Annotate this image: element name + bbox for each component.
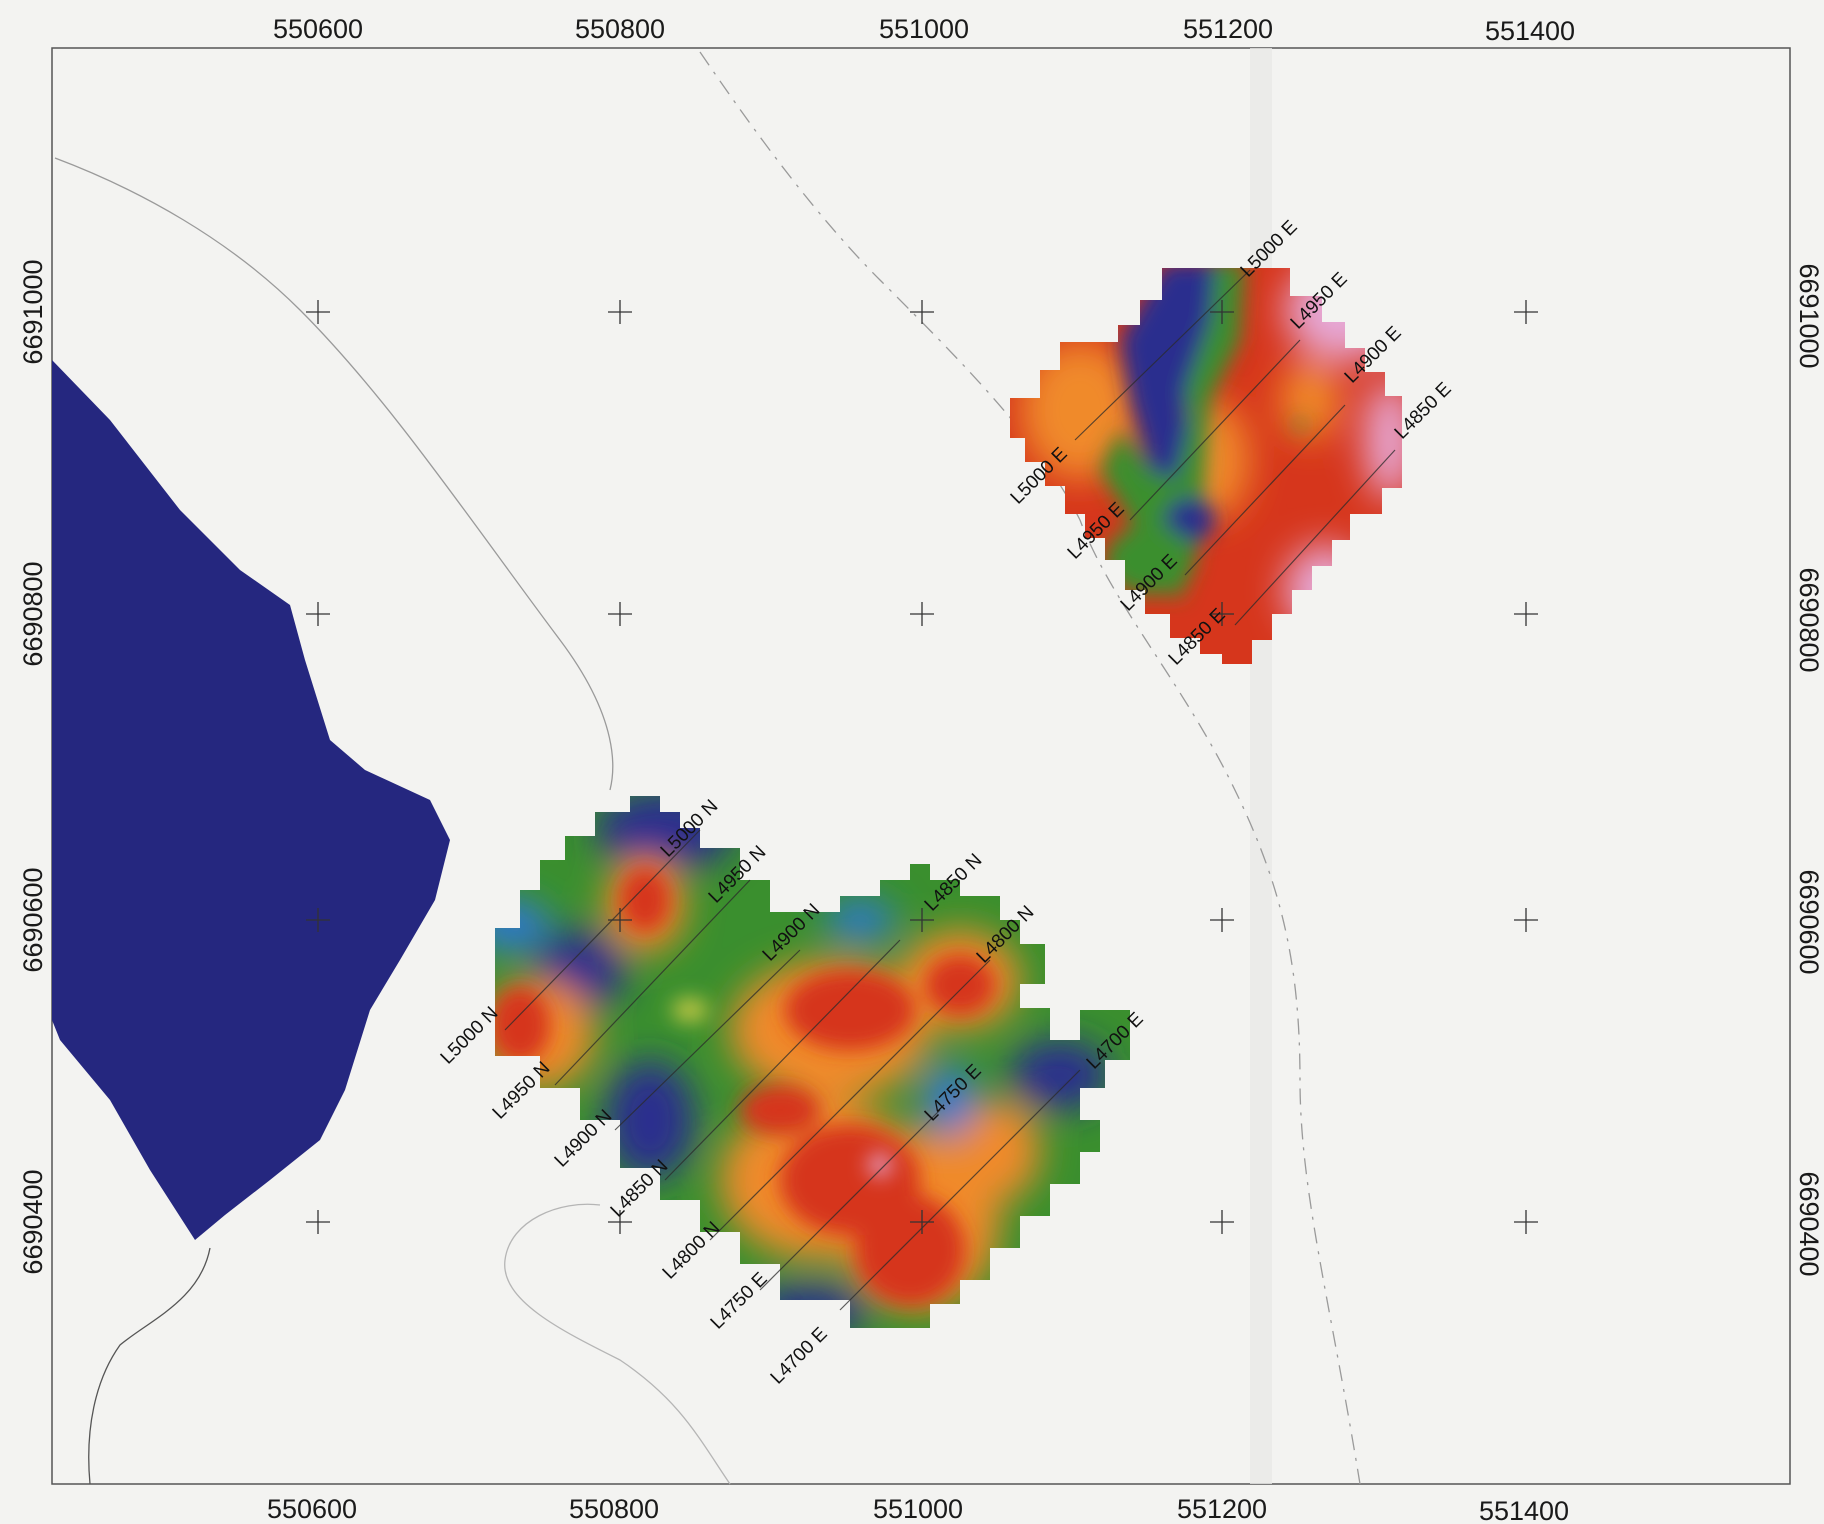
anomaly-red-3 — [785, 970, 915, 1050]
survey-line-n4800 — [709, 959, 991, 1241]
anomaly-red-4 — [925, 955, 995, 1015]
grid-cross-3-3 — [1210, 1210, 1234, 1234]
y-axis-left: 6691000 6690800 6690600 6690400 — [18, 259, 48, 1274]
road-line-south — [88, 1247, 211, 1485]
x-tick-top-1: 550600 — [273, 14, 363, 44]
x-tick-bottom-1: 550600 — [267, 1494, 357, 1524]
anomaly-red-1 — [620, 868, 670, 932]
survey-line-e4750 — [759, 1109, 941, 1291]
x-tick-top-5: 551400 — [1485, 16, 1575, 46]
x-axis-top: 550600 550800 551000 551200 551400 — [273, 14, 1575, 46]
anomaly-red-7 — [740, 1085, 820, 1135]
x-tick-bottom-3: 551000 — [873, 1494, 963, 1524]
contour-line-west — [54, 157, 614, 791]
grid-cross-1-0 — [608, 300, 632, 324]
survey-line-e4900 — [1184, 404, 1346, 576]
grid-cross-3-1 — [1210, 602, 1234, 626]
grid-cross-2-2 — [910, 908, 934, 932]
x-tick-bottom-2: 550800 — [569, 1494, 659, 1524]
grid-cross-3-2 — [1210, 908, 1234, 932]
grid-cross-0-1 — [306, 602, 330, 626]
anomaly-blue-6 — [925, 1065, 975, 1135]
anomaly-red-6 — [855, 1195, 965, 1305]
grid-cross-1-3 — [608, 1210, 632, 1234]
lake-polygon — [52, 360, 450, 1240]
grid-cross-0-3 — [306, 1210, 330, 1234]
grid-cross-4-1 — [1514, 602, 1538, 626]
x-tick-top-4: 551200 — [1183, 14, 1273, 44]
contour-lines — [54, 51, 1361, 1485]
grid-crosshairs — [306, 300, 1538, 1234]
y-tick-left-1: 6691000 — [18, 259, 48, 364]
grid-cross-2-1 — [910, 602, 934, 626]
survey-lines-north — [504, 829, 1081, 1311]
grid-cross-4-0 — [1514, 300, 1538, 324]
anomaly-band-green — [1100, 268, 1245, 600]
survey-line-e4950 — [1129, 339, 1301, 521]
anomaly-blue-e1 — [1165, 498, 1215, 542]
y-tick-right-1: 6691000 — [1794, 263, 1824, 368]
y-tick-right-2: 6690800 — [1794, 567, 1824, 672]
anomaly-blue-4 — [605, 1060, 695, 1180]
survey-line-e5000 — [1074, 269, 1251, 441]
survey-line-e4850 — [1234, 449, 1396, 626]
x-tick-top-2: 550800 — [575, 14, 665, 44]
x-tick-top-3: 551000 — [879, 14, 969, 44]
y-tick-left-4: 6690400 — [18, 1169, 48, 1274]
y-tick-right-3: 6690600 — [1794, 869, 1824, 974]
anomaly-band-blue — [1120, 268, 1215, 490]
y-tick-right-4: 6690400 — [1794, 1171, 1824, 1276]
y-axis-right: 6691000 6690800 6690600 6690400 — [1794, 263, 1824, 1276]
x-tick-bottom-4: 551200 — [1177, 1494, 1267, 1524]
survey-line-n4850 — [664, 939, 901, 1181]
x-axis-bottom: 550600 550800 551000 551200 551400 — [267, 1494, 1569, 1524]
grid-cross-0-2 — [306, 908, 330, 932]
anomaly-blue-8 — [825, 900, 895, 940]
grid-cross-1-1 — [608, 602, 632, 626]
contour-line-dashed — [699, 51, 1361, 1485]
y-tick-left-3: 6690600 — [18, 867, 48, 972]
y-tick-left-2: 6690800 — [18, 561, 48, 666]
anomaly-orange-e3 — [1280, 360, 1340, 440]
grid-cross-3-0 — [1210, 300, 1234, 324]
anomaly-red-2 — [495, 987, 550, 1063]
anomaly-green-e2 — [1294, 419, 1306, 431]
grid-cross-1-2 — [608, 908, 632, 932]
grid-cross-4-3 — [1514, 1210, 1538, 1234]
grid-cross-2-3 — [910, 1210, 934, 1234]
survey-lines-east — [1074, 269, 1396, 626]
anomaly-orange-e1 — [1020, 340, 1140, 480]
survey-line-n4900 — [614, 949, 801, 1131]
contour-line-south — [504, 1203, 731, 1485]
survey-line-n5000 — [504, 829, 701, 1031]
anomaly-green-e1 — [1105, 525, 1195, 595]
grid-cross-0-0 — [306, 300, 330, 324]
anomaly-yellow-2 — [868, 1153, 892, 1177]
grid-cross-4-2 — [1514, 908, 1538, 932]
survey-line-n4950 — [554, 879, 751, 1086]
anomaly-yellow-1 — [672, 998, 708, 1022]
survey-line-e4700 — [839, 1069, 1081, 1311]
grid-cross-2-0 — [910, 300, 934, 324]
x-tick-bottom-5: 551400 — [1479, 1496, 1569, 1524]
